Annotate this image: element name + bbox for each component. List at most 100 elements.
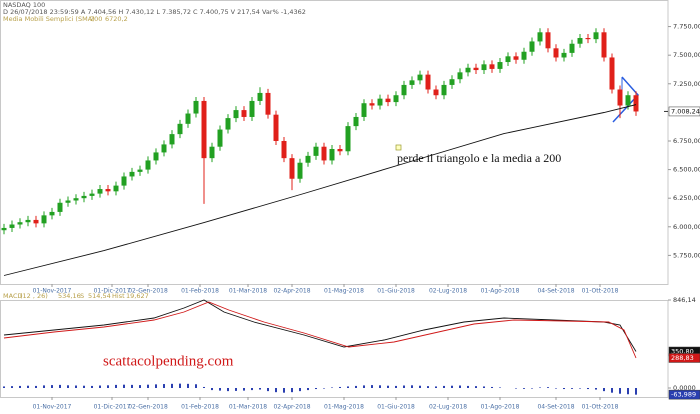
hist-bar <box>267 388 269 392</box>
hist-bar <box>147 384 149 389</box>
x-tick-label: 01-Mar-2018 <box>229 404 267 411</box>
y-tick-label: 6.500,00 <box>673 166 700 174</box>
hist-bar <box>307 388 309 391</box>
candle-body <box>265 92 271 115</box>
x-tick-label: 02-Apr-2018 <box>273 288 310 295</box>
hist-bar <box>355 385 357 389</box>
candle-body <box>633 95 639 112</box>
hist-bar <box>131 384 133 389</box>
candle-body <box>153 152 159 161</box>
hist-bar <box>547 387 549 389</box>
hist-bar <box>523 388 525 389</box>
macd-line <box>3 301 637 359</box>
candle-body <box>617 89 623 106</box>
hist-value: 19,627 <box>126 292 149 300</box>
hist-bar <box>187 383 189 389</box>
candle-body <box>297 162 303 179</box>
hist-bar <box>635 388 637 395</box>
x-tick-label: 01-Feb-2018 <box>181 404 219 411</box>
hist-bar <box>155 384 157 389</box>
sma-value: 6720,2 <box>105 15 128 23</box>
hist-bar <box>427 386 429 389</box>
y-tick-label: 846,14 <box>673 296 696 304</box>
hist-bar <box>107 385 109 389</box>
candle-body <box>441 84 447 96</box>
candle-body <box>313 146 319 156</box>
sma-line <box>3 104 637 276</box>
sma-legend: Media Mobili Semplici (SMA) <box>3 15 95 23</box>
candle-body <box>249 100 255 117</box>
candle-body <box>393 95 399 103</box>
candle-body <box>169 134 175 145</box>
candle-body <box>305 155 311 163</box>
candle-body <box>97 189 103 194</box>
hist-bar <box>475 386 477 389</box>
candle-body <box>521 51 527 60</box>
candle-body <box>193 100 199 114</box>
quote-info: D 26/07/2018 23:59:59 A 7.404,56 H 7.430… <box>3 8 306 16</box>
hist-bar <box>283 388 285 393</box>
y-tick-label: 7.750,00 <box>673 23 700 31</box>
hist-bar <box>403 385 405 389</box>
hist-bar <box>451 385 453 389</box>
hist-bar <box>235 388 237 391</box>
x-tick-label: 01-Giu-2018 <box>377 288 415 295</box>
y-tick-label: 7.250,00 <box>673 80 700 88</box>
hist-bar <box>435 386 437 389</box>
price-panel <box>0 0 669 285</box>
hist-bar <box>619 388 621 394</box>
candle-body <box>377 98 383 106</box>
hist-bar <box>27 385 29 389</box>
x-tick-label: 01-Giu-2018 <box>377 404 415 411</box>
candle-body <box>65 200 71 203</box>
candle-body <box>593 32 599 40</box>
macd-line <box>3 299 637 352</box>
hist-bar <box>555 388 557 389</box>
candle-body <box>569 43 575 53</box>
series-last-label: 288,83 <box>671 354 694 362</box>
candle-body <box>9 224 15 228</box>
candle-body <box>553 48 559 58</box>
hist-bar <box>123 384 125 389</box>
candle-body <box>281 140 287 159</box>
candle-body <box>289 158 295 179</box>
hist-bar <box>171 383 173 389</box>
candle-body <box>409 80 415 85</box>
candle-body <box>329 148 335 161</box>
candle-body <box>49 211 55 216</box>
candle-body <box>369 103 375 106</box>
hist-bar <box>11 386 13 389</box>
candle-body <box>57 202 63 212</box>
hist-bar <box>275 388 277 393</box>
candle-body <box>561 52 567 58</box>
series-last-label-box <box>668 353 700 363</box>
candle-body <box>537 32 543 42</box>
candle-body <box>145 160 151 170</box>
hist-bar <box>371 385 373 389</box>
candle-body <box>609 57 615 90</box>
sma-period: 200 <box>90 15 102 23</box>
candle-body <box>33 219 39 224</box>
hist-bar <box>35 385 37 389</box>
hist-bar <box>515 388 517 389</box>
macd-legend: MACD <box>3 292 22 300</box>
hist-bar <box>19 385 21 389</box>
hist-bar <box>443 385 445 389</box>
hist-bar <box>99 385 101 389</box>
candle-body <box>505 56 511 63</box>
hist-bar <box>67 385 69 389</box>
x-tick-label: 04-Set-2018 <box>537 288 574 295</box>
hist-bar <box>83 385 85 389</box>
candle-body <box>585 38 591 40</box>
candle-body <box>225 118 231 130</box>
candle-body <box>1 227 7 231</box>
candle-body <box>161 144 167 153</box>
candle-body <box>449 79 455 85</box>
x-tick-label: 01-Ago-2018 <box>481 404 520 411</box>
candle-body <box>217 129 223 147</box>
hist-bar <box>203 386 205 389</box>
hist-bar <box>299 388 301 392</box>
x-tick-label: 02-Lug-2018 <box>429 288 467 295</box>
hist-bar <box>627 388 629 395</box>
